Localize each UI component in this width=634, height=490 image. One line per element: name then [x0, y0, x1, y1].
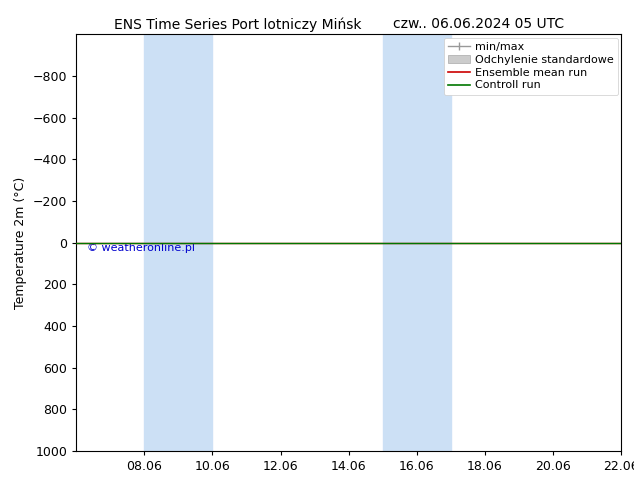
Y-axis label: Temperature 2m (°C): Temperature 2m (°C) [14, 176, 27, 309]
Text: © weatheronline.pl: © weatheronline.pl [87, 243, 195, 252]
Bar [144, 34, 212, 451]
Bar [383, 34, 451, 451]
Text: ENS Time Series Port lotniczy Mińsk: ENS Time Series Port lotniczy Mińsk [114, 17, 361, 32]
Text: czw.. 06.06.2024 05 UTC: czw.. 06.06.2024 05 UTC [393, 17, 564, 31]
Legend: min/max, Odchylenie standardowe, Ensemble mean run, Controll run: min/max, Odchylenie standardowe, Ensembl… [444, 38, 618, 95]
